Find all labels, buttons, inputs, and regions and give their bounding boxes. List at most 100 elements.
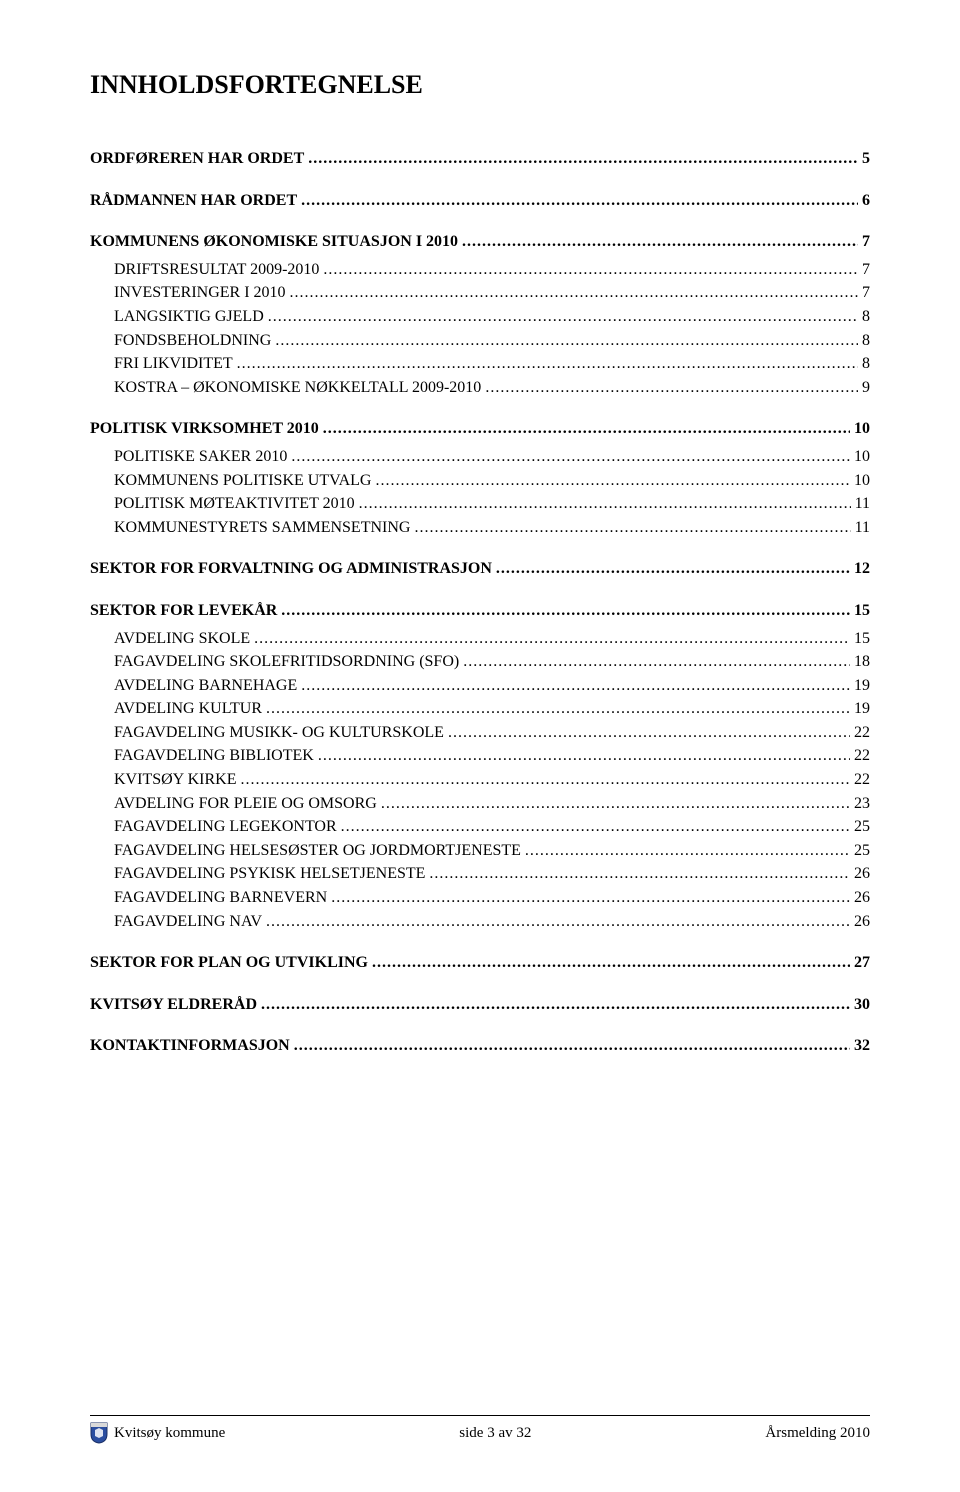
toc-row: FAGAVDELING LEGEKONTOR25	[90, 816, 870, 838]
toc-page-number: 6	[862, 190, 870, 212]
toc-leader-dots	[414, 517, 850, 539]
toc-spacer	[90, 213, 870, 231]
toc-label: AVDELING SKOLE	[114, 628, 250, 650]
municipality-crest-icon	[90, 1422, 108, 1444]
toc-leader-dots	[275, 330, 858, 352]
toc-label: FAGAVDELING BIBLIOTEK	[114, 745, 314, 767]
toc-page-number: 8	[862, 353, 870, 375]
toc-page-number: 15	[854, 600, 870, 622]
toc-page-number: 10	[854, 446, 870, 468]
toc-leader-dots	[308, 148, 858, 170]
toc-leader-dots	[462, 231, 858, 253]
toc-label: LANGSIKTIG GJELD	[114, 306, 264, 328]
toc-page-number: 7	[862, 259, 870, 281]
toc-leader-dots	[485, 377, 858, 399]
footer-center-text: side 3 av 32	[459, 1425, 531, 1442]
toc-label: AVDELING KULTUR	[114, 698, 262, 720]
toc-leader-dots	[318, 745, 850, 767]
toc-row: AVDELING SKOLE15	[90, 628, 870, 650]
toc-page-number: 26	[854, 863, 870, 885]
toc-row: SEKTOR FOR LEVEKÅR15	[90, 600, 870, 622]
toc-leader-dots	[448, 722, 850, 744]
toc-page-number: 19	[854, 698, 870, 720]
toc-label: FAGAVDELING MUSIKK- OG KULTURSKOLE	[114, 722, 444, 744]
toc-page-number: 30	[854, 994, 870, 1016]
toc-spacer	[90, 1017, 870, 1035]
toc-page-number: 11	[855, 517, 870, 539]
toc-spacer	[90, 976, 870, 994]
toc-spacer	[90, 540, 870, 558]
toc-page-number: 7	[862, 231, 870, 253]
toc-row: SEKTOR FOR FORVALTNING OG ADMINISTRASJON…	[90, 558, 870, 580]
toc-page-number: 12	[854, 558, 870, 580]
toc-page-number: 10	[854, 418, 870, 440]
toc-label: FRI LIKVIDITET	[114, 353, 233, 375]
toc-label: FAGAVDELING NAV	[114, 911, 262, 933]
toc-page-number: 26	[854, 911, 870, 933]
toc-leader-dots	[261, 994, 850, 1016]
toc-label: POLITISK VIRKSOMHET 2010	[90, 418, 319, 440]
toc-page-number: 23	[854, 793, 870, 815]
toc-label: FONDSBEHOLDNING	[114, 330, 271, 352]
toc-label: FAGAVDELING PSYKISK HELSETJENESTE	[114, 863, 425, 885]
toc-row: AVDELING BARNEHAGE19	[90, 675, 870, 697]
toc-leader-dots	[241, 769, 850, 791]
toc-row: INVESTERINGER I 20107	[90, 282, 870, 304]
toc-row: KVITSØY ELDRERÅD 30	[90, 994, 870, 1016]
toc-row: AVDELING FOR PLEIE OG OMSORG23	[90, 793, 870, 815]
toc-page-number: 9	[862, 377, 870, 399]
toc-label: FAGAVDELING BARNEVERN	[114, 887, 327, 909]
toc-row: KOMMUNENS POLITISKE UTVALG10	[90, 470, 870, 492]
toc-row: FAGAVDELING SKOLEFRITIDSORDNING (SFO) 18	[90, 651, 870, 673]
toc-leader-dots	[268, 306, 858, 328]
toc-leader-dots	[323, 418, 850, 440]
toc-row: FAGAVDELING BARNEVERN 26	[90, 887, 870, 909]
toc-spacer	[90, 934, 870, 952]
toc-page-number: 18	[854, 651, 870, 673]
toc-row: FAGAVDELING PSYKISK HELSETJENESTE 26	[90, 863, 870, 885]
toc-label: RÅDMANNEN HAR ORDET	[90, 190, 297, 212]
toc-spacer	[90, 400, 870, 418]
toc-label: KONTAKTINFORMASJON	[90, 1035, 290, 1057]
toc-leader-dots	[372, 952, 850, 974]
toc-row: KOSTRA – ØKONOMISKE NØKKELTALL 2009-2010…	[90, 377, 870, 399]
toc-row: KONTAKTINFORMASJON32	[90, 1035, 870, 1057]
toc-row: KOMMUNESTYRETS SAMMENSETNING11	[90, 517, 870, 539]
toc-leader-dots	[291, 446, 850, 468]
toc-label: KOMMUNENS ØKONOMISKE SITUASJON I 2010	[90, 231, 458, 253]
toc-label: AVDELING BARNEHAGE	[114, 675, 297, 697]
toc-label: FAGAVDELING SKOLEFRITIDSORDNING (SFO)	[114, 651, 459, 673]
toc-row: SEKTOR FOR PLAN OG UTVIKLING27	[90, 952, 870, 974]
page-footer: Kvitsøy kommune side 3 av 32 Årsmelding …	[90, 1415, 870, 1444]
footer-right-text: Årsmelding 2010	[765, 1425, 870, 1442]
toc-leader-dots	[341, 816, 850, 838]
toc-leader-dots	[496, 558, 850, 580]
toc-page-number: 8	[862, 306, 870, 328]
toc-label: ORDFØREREN HAR ORDET	[90, 148, 304, 170]
toc-label: DRIFTSRESULTAT 2009-2010	[114, 259, 319, 281]
toc-label: KOSTRA – ØKONOMISKE NØKKELTALL 2009-2010	[114, 377, 481, 399]
toc-leader-dots	[429, 863, 850, 885]
toc-leader-dots	[281, 600, 850, 622]
toc-row: RÅDMANNEN HAR ORDET 6	[90, 190, 870, 212]
toc-leader-dots	[331, 887, 850, 909]
toc-spacer	[90, 172, 870, 190]
toc-row: AVDELING KULTUR 19	[90, 698, 870, 720]
toc-spacer	[90, 582, 870, 600]
toc-leader-dots	[301, 190, 858, 212]
toc-label: FAGAVDELING LEGEKONTOR	[114, 816, 337, 838]
toc-row: KVITSØY KIRKE22	[90, 769, 870, 791]
toc-leader-dots	[323, 259, 858, 281]
toc-leader-dots	[254, 628, 850, 650]
toc-page-number: 25	[854, 840, 870, 862]
toc-page-number: 26	[854, 887, 870, 909]
toc-label: POLITISK MØTEAKTIVITET 2010	[114, 493, 355, 515]
toc-page-number: 22	[854, 722, 870, 744]
toc-row: DRIFTSRESULTAT 2009-2010 7	[90, 259, 870, 281]
toc-leader-dots	[294, 1035, 850, 1057]
toc-label: KVITSØY ELDRERÅD	[90, 994, 257, 1016]
toc-page-number: 22	[854, 745, 870, 767]
toc-page-number: 11	[855, 493, 870, 515]
toc-page-number: 7	[862, 282, 870, 304]
document-title: INNHOLDSFORTEGNELSE	[90, 70, 870, 100]
